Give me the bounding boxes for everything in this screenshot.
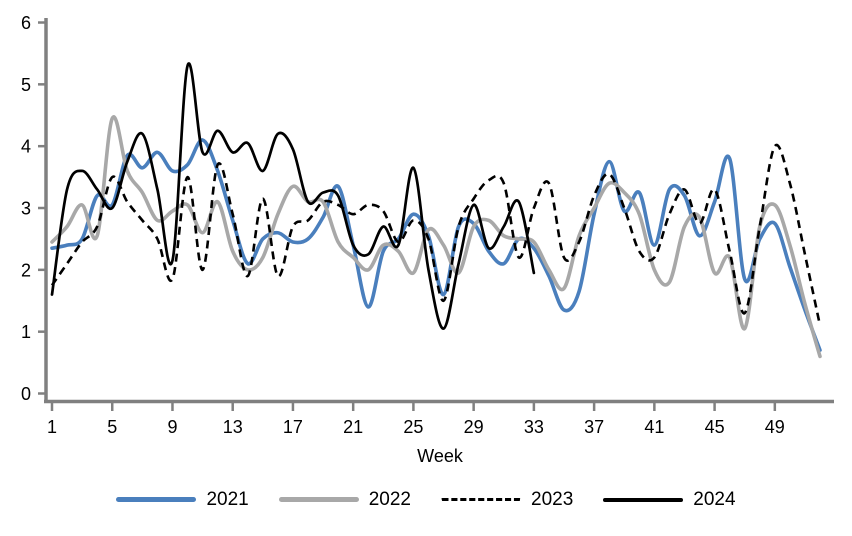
svg-text:2: 2: [21, 260, 31, 280]
svg-text:0: 0: [21, 384, 31, 404]
svg-text:4: 4: [21, 137, 31, 157]
series-line-2022: [50, 115, 822, 359]
x-axis-title: Week: [417, 446, 464, 466]
axes: [44, 18, 834, 404]
svg-text:37: 37: [584, 417, 604, 437]
legend-label-2023: 2023: [531, 489, 574, 510]
legend-swatch-2021: [116, 497, 197, 502]
svg-text:17: 17: [283, 417, 303, 437]
svg-text:3: 3: [21, 199, 31, 219]
legend-item-2023: 2023: [441, 490, 573, 509]
svg-text:29: 29: [464, 417, 484, 437]
svg-text:5: 5: [21, 75, 31, 95]
svg-text:9: 9: [167, 417, 177, 437]
svg-text:5: 5: [107, 417, 117, 437]
legend-label-2021: 2021: [206, 489, 249, 510]
svg-text:1: 1: [21, 322, 31, 342]
legend-item-2022: 2022: [278, 489, 411, 510]
legend: 2021 2022 2023 2024: [0, 490, 852, 509]
series-line-2023: [50, 143, 822, 326]
legend-swatch-2022: [278, 497, 359, 502]
series-lines: [50, 62, 822, 359]
axis-ticks: [38, 21, 777, 411]
svg-text:6: 6: [21, 13, 31, 33]
svg-text:45: 45: [705, 417, 725, 437]
svg-text:41: 41: [644, 417, 664, 437]
svg-text:21: 21: [343, 417, 363, 437]
legend-item-2021: 2021: [116, 489, 249, 510]
svg-text:13: 13: [223, 417, 243, 437]
legend-label-2024: 2024: [693, 489, 736, 510]
svg-text:49: 49: [765, 417, 785, 437]
svg-text:1: 1: [47, 417, 57, 437]
legend-swatch-2023: [441, 498, 521, 501]
legend-swatch-2024: [603, 497, 684, 502]
legend-label-2022: 2022: [368, 489, 411, 510]
svg-text:25: 25: [403, 417, 423, 437]
series-line-2021: [50, 138, 822, 353]
legend-item-2024: 2024: [603, 489, 736, 510]
series-line-2024: [50, 62, 536, 330]
svg-text:33: 33: [524, 417, 544, 437]
